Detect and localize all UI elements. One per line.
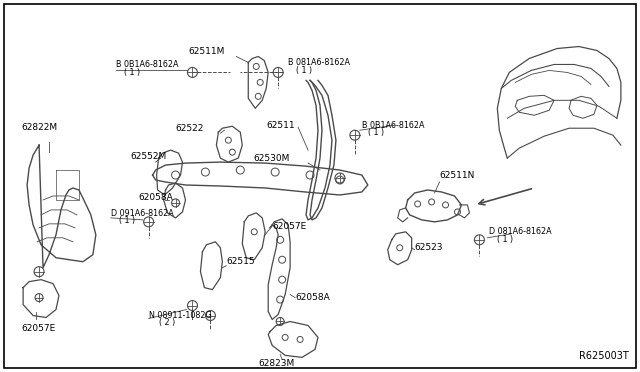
Text: ( 1 ): ( 1 )	[368, 128, 384, 137]
Text: D 091A6-8162A: D 091A6-8162A	[111, 209, 173, 218]
Text: N 08911-1082G: N 08911-1082G	[148, 311, 211, 320]
Text: 62057E: 62057E	[21, 324, 56, 333]
Text: 62511N: 62511N	[440, 171, 475, 180]
Text: D 081A6-8162A: D 081A6-8162A	[490, 227, 552, 236]
Text: 62552M: 62552M	[131, 152, 167, 161]
Text: 62511M: 62511M	[189, 46, 225, 55]
Text: 62057E: 62057E	[272, 222, 307, 231]
Text: R625003T: R625003T	[579, 351, 629, 361]
Text: ( 1 ): ( 1 )	[124, 68, 140, 77]
Text: 62523: 62523	[415, 243, 443, 252]
Text: B 081A6-8162A: B 081A6-8162A	[288, 58, 350, 67]
Text: 62823M: 62823M	[258, 359, 294, 368]
Text: 62058A: 62058A	[139, 193, 173, 202]
Polygon shape	[152, 162, 368, 195]
Text: ( 1 ): ( 1 )	[497, 235, 513, 244]
Text: ( 1 ): ( 1 )	[119, 217, 135, 225]
Text: 62058A: 62058A	[295, 293, 330, 302]
Text: ( 1 ): ( 1 )	[296, 66, 312, 75]
Text: 62511: 62511	[266, 121, 295, 130]
Text: ( 2 ): ( 2 )	[159, 318, 175, 327]
Text: 62530M: 62530M	[253, 154, 290, 163]
Text: B 0B1A6-8162A: B 0B1A6-8162A	[116, 60, 179, 69]
Text: B 0B1A6-8162A: B 0B1A6-8162A	[362, 121, 424, 130]
Text: 62522: 62522	[175, 124, 204, 133]
Text: 62515: 62515	[227, 257, 255, 266]
Text: 62822M: 62822M	[21, 123, 57, 132]
